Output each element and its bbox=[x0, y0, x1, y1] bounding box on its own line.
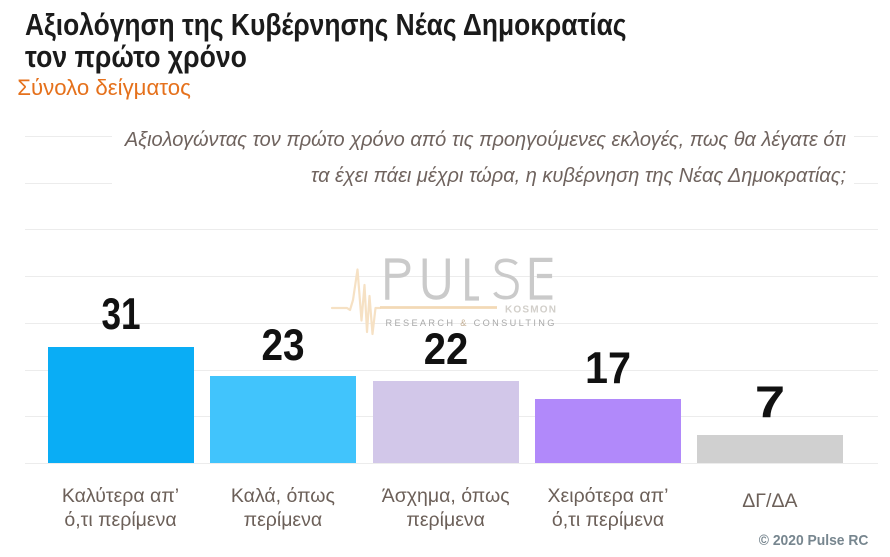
svg-text:KOSMON: KOSMON bbox=[505, 305, 557, 316]
svg-text:RESEARCH & CONSULTING: RESEARCH & CONSULTING bbox=[386, 318, 557, 328]
